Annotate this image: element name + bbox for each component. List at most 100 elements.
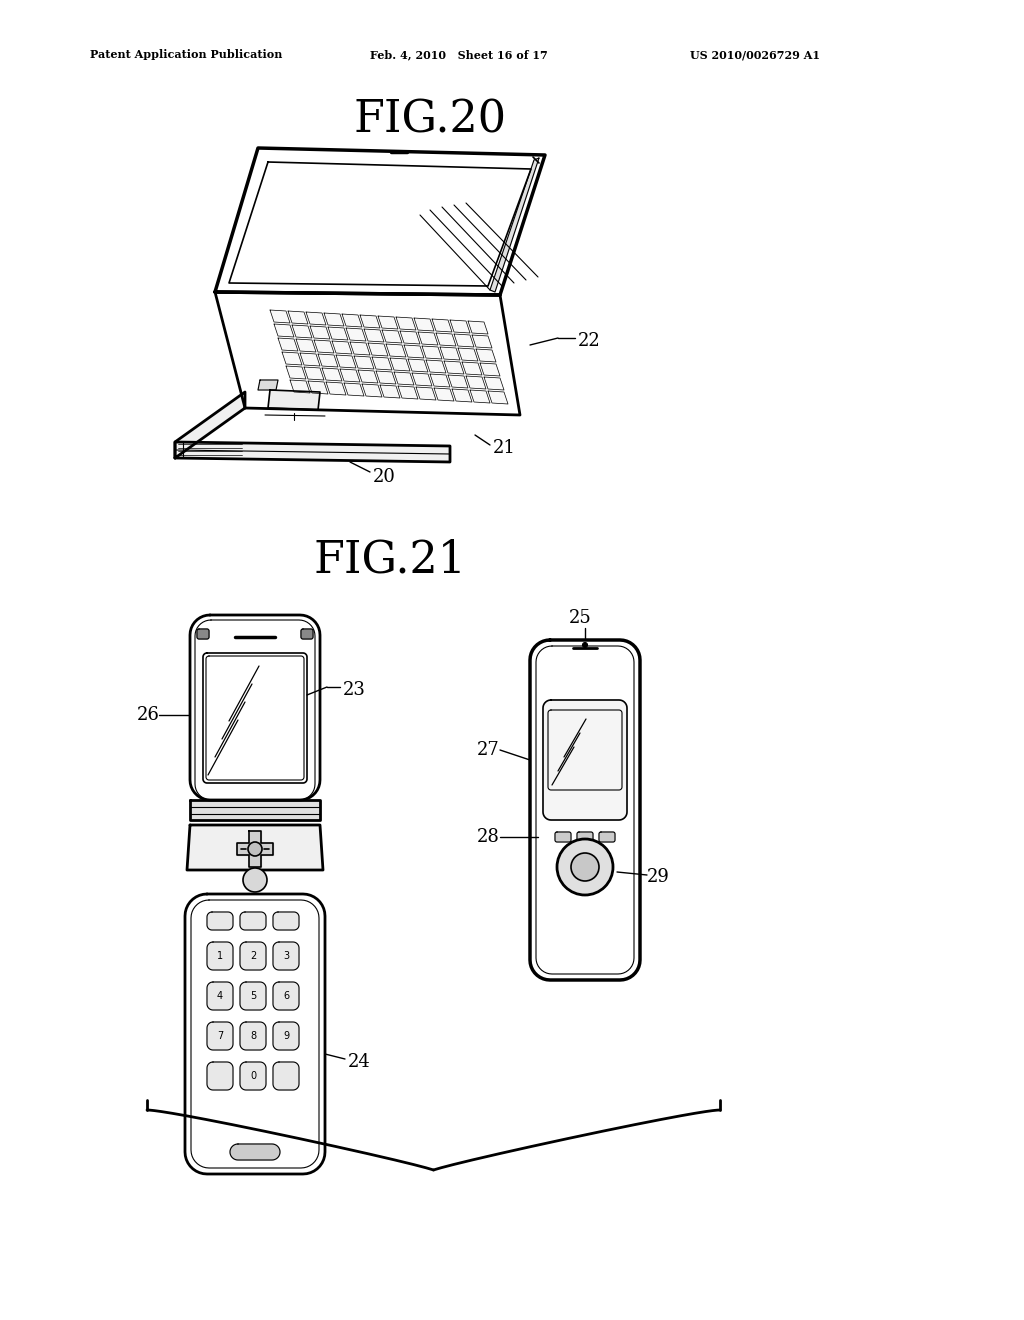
Polygon shape: [449, 375, 468, 388]
Polygon shape: [577, 832, 593, 842]
Polygon shape: [240, 942, 266, 970]
Polygon shape: [273, 1063, 299, 1090]
Text: US 2010/0026729 A1: US 2010/0026729 A1: [690, 49, 820, 61]
Polygon shape: [240, 1022, 266, 1049]
Polygon shape: [273, 982, 299, 1010]
Polygon shape: [362, 384, 382, 397]
Polygon shape: [414, 318, 434, 331]
Polygon shape: [458, 348, 478, 360]
Text: 7: 7: [217, 1031, 223, 1041]
Text: 26: 26: [137, 706, 160, 723]
Polygon shape: [175, 442, 450, 462]
Polygon shape: [273, 942, 299, 970]
Text: FIG.20: FIG.20: [353, 99, 507, 141]
Polygon shape: [430, 374, 450, 387]
Polygon shape: [358, 370, 378, 383]
Polygon shape: [364, 329, 384, 342]
Polygon shape: [301, 630, 313, 639]
Polygon shape: [400, 331, 420, 345]
Polygon shape: [418, 333, 438, 345]
Polygon shape: [240, 1063, 266, 1090]
Polygon shape: [450, 319, 470, 333]
Polygon shape: [273, 1022, 299, 1049]
Circle shape: [583, 643, 588, 648]
Polygon shape: [599, 832, 615, 842]
Polygon shape: [215, 148, 545, 294]
Text: 4: 4: [217, 991, 223, 1001]
Polygon shape: [215, 292, 520, 414]
Polygon shape: [386, 345, 406, 356]
Polygon shape: [229, 162, 531, 286]
Polygon shape: [342, 314, 362, 327]
Polygon shape: [274, 323, 294, 337]
Polygon shape: [207, 1022, 233, 1049]
Polygon shape: [187, 825, 323, 870]
Circle shape: [243, 869, 267, 892]
Polygon shape: [416, 387, 436, 400]
Polygon shape: [190, 800, 319, 820]
Circle shape: [557, 840, 613, 895]
Polygon shape: [207, 1063, 233, 1090]
Polygon shape: [240, 982, 266, 1010]
Polygon shape: [382, 330, 402, 343]
Text: 0: 0: [250, 1071, 256, 1081]
Polygon shape: [462, 362, 482, 375]
Polygon shape: [488, 391, 508, 404]
Polygon shape: [368, 343, 388, 356]
Polygon shape: [286, 366, 306, 379]
Polygon shape: [318, 354, 338, 367]
Polygon shape: [434, 388, 454, 401]
Polygon shape: [378, 315, 398, 329]
Polygon shape: [326, 381, 346, 395]
Polygon shape: [408, 359, 428, 372]
Text: 3: 3: [283, 950, 289, 961]
Text: 20: 20: [373, 469, 396, 486]
Polygon shape: [490, 158, 539, 292]
Polygon shape: [394, 372, 414, 385]
Text: 28: 28: [477, 828, 500, 846]
Polygon shape: [328, 327, 348, 341]
Polygon shape: [422, 346, 442, 359]
Polygon shape: [197, 630, 209, 639]
Polygon shape: [175, 392, 245, 458]
Polygon shape: [324, 313, 344, 326]
Polygon shape: [372, 356, 392, 370]
Polygon shape: [543, 700, 627, 820]
Polygon shape: [360, 315, 380, 327]
Polygon shape: [308, 381, 328, 393]
Text: 5: 5: [250, 991, 256, 1001]
Circle shape: [571, 853, 599, 880]
Polygon shape: [310, 326, 330, 339]
Polygon shape: [237, 832, 273, 867]
Polygon shape: [398, 385, 418, 399]
Polygon shape: [268, 389, 319, 411]
Text: 23: 23: [343, 681, 366, 700]
Text: 8: 8: [250, 1031, 256, 1041]
Polygon shape: [404, 345, 424, 358]
Polygon shape: [278, 338, 298, 351]
Polygon shape: [296, 339, 316, 352]
Polygon shape: [240, 912, 266, 931]
Polygon shape: [354, 356, 374, 370]
Text: 1: 1: [217, 950, 223, 961]
Polygon shape: [258, 380, 278, 389]
Polygon shape: [440, 347, 460, 360]
Polygon shape: [207, 982, 233, 1010]
Text: Patent Application Publication: Patent Application Publication: [90, 49, 283, 61]
Polygon shape: [322, 368, 342, 381]
Text: 9: 9: [283, 1031, 289, 1041]
Polygon shape: [306, 312, 326, 325]
Text: 2: 2: [250, 950, 256, 961]
Polygon shape: [454, 334, 474, 347]
Text: Feb. 4, 2010   Sheet 16 of 17: Feb. 4, 2010 Sheet 16 of 17: [370, 49, 548, 61]
Polygon shape: [436, 333, 456, 346]
Polygon shape: [376, 371, 396, 384]
Polygon shape: [207, 912, 233, 931]
Text: 29: 29: [647, 869, 670, 886]
Polygon shape: [304, 367, 324, 380]
Polygon shape: [380, 385, 400, 399]
Polygon shape: [396, 317, 416, 330]
Text: 22: 22: [578, 333, 601, 350]
Polygon shape: [480, 363, 500, 376]
Polygon shape: [444, 360, 464, 374]
